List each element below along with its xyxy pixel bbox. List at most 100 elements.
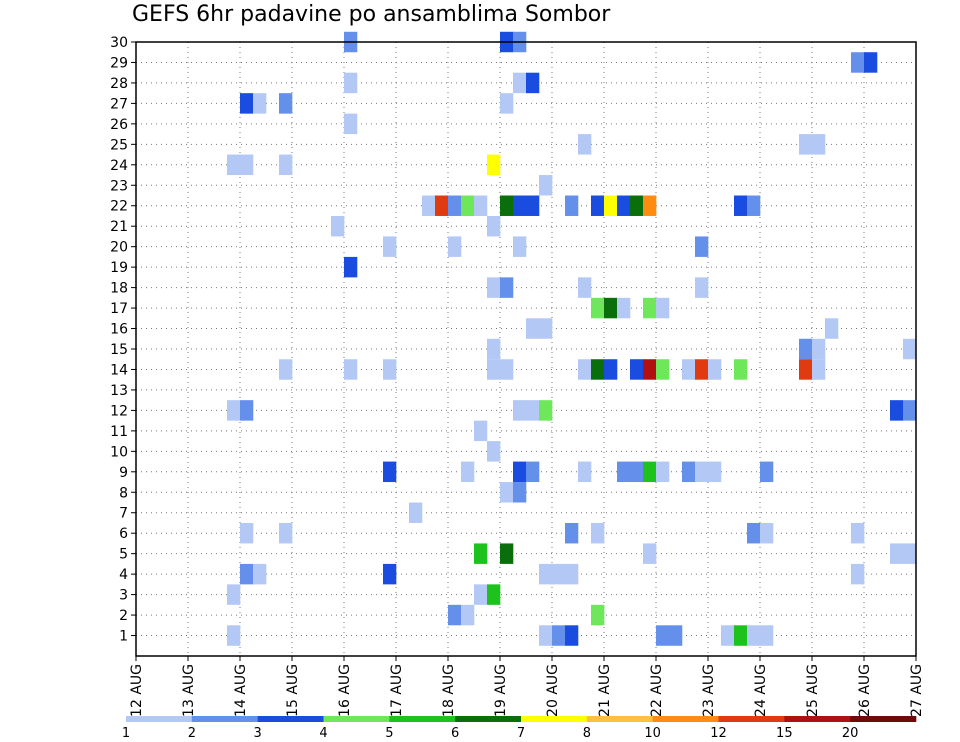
y-tick-label: 30 — [110, 35, 128, 51]
legend-level-label: 8 — [583, 726, 591, 741]
precip-cell — [344, 113, 358, 135]
legend-level-label: 1 — [122, 726, 130, 741]
x-tick-label: 19 AUG — [493, 664, 509, 717]
precip-cell — [487, 215, 501, 237]
legend-swatch — [323, 716, 390, 722]
precip-cell — [526, 72, 540, 94]
legend-swatch — [718, 716, 785, 722]
precip-cell — [227, 625, 241, 646]
y-tick-label: 2 — [119, 608, 128, 624]
precip-cell — [591, 359, 605, 380]
precip-cell — [851, 52, 865, 73]
precip-cell — [695, 236, 709, 257]
precip-cell — [500, 277, 514, 298]
legend-level-label: 2 — [188, 726, 196, 741]
precip-cell — [435, 195, 449, 216]
precip-cell — [799, 134, 813, 155]
y-tick-label: 29 — [110, 55, 128, 71]
precip-cell — [656, 297, 670, 319]
x-tick-label: 14 AUG — [233, 664, 249, 717]
color-legend: 1 2 3 4 5 6 7 8 10 12 15 20 — [122, 716, 917, 741]
precip-cell — [591, 522, 605, 544]
precip-cell — [760, 522, 774, 544]
legend-level-label: 4 — [319, 726, 327, 741]
precip-cell — [617, 195, 631, 216]
legend-level-label: 3 — [254, 726, 262, 741]
precip-cell — [903, 338, 917, 360]
precip-cell — [461, 461, 475, 483]
legend-swatch — [652, 716, 719, 722]
precip-cell — [903, 400, 917, 421]
precip-cell — [682, 359, 696, 380]
precip-cell — [279, 522, 293, 544]
y-tick-label: 21 — [110, 219, 128, 235]
x-tick-label: 24 AUG — [753, 664, 769, 717]
precip-cell — [565, 522, 579, 544]
precip-cell — [539, 318, 553, 339]
precip-cell — [279, 93, 293, 114]
precip-cell — [487, 154, 501, 176]
precip-cell — [500, 195, 514, 216]
precip-cell — [500, 359, 514, 380]
legend-swatch — [586, 716, 653, 722]
legend-swatch — [455, 716, 522, 722]
precip-cell — [240, 400, 254, 421]
precip-cell — [565, 195, 579, 216]
precip-cell — [227, 584, 241, 605]
precip-cell — [890, 543, 904, 564]
y-tick-label: 8 — [119, 485, 128, 501]
precip-cell — [734, 359, 748, 380]
y-tick-label: 13 — [110, 383, 128, 399]
precip-cell — [812, 134, 826, 155]
precip-cell — [591, 195, 605, 216]
chart-title: GEFS 6hr padavine po ansamblima Sombor — [132, 2, 611, 27]
precip-cell — [747, 195, 761, 216]
precip-cell — [500, 482, 514, 503]
precip-cell — [799, 338, 813, 360]
x-tick-label: 21 AUG — [597, 664, 613, 717]
x-tick-label: 16 AUG — [337, 664, 353, 717]
precip-cell — [695, 277, 709, 298]
precip-cell — [539, 175, 553, 196]
y-tick-label: 27 — [110, 96, 128, 112]
y-tick-label: 24 — [110, 158, 128, 174]
x-tick-label: 20 AUG — [545, 664, 561, 717]
y-tick-label: 17 — [110, 301, 128, 317]
legend-swatch — [257, 716, 324, 722]
precip-cell — [708, 359, 722, 380]
legend-level-label: 6 — [451, 726, 459, 741]
precip-cell — [643, 543, 657, 564]
precip-cell — [448, 195, 462, 216]
precip-cell — [344, 256, 358, 278]
precip-cell — [643, 461, 657, 483]
precip-cell — [513, 236, 527, 257]
x-tick-label: 15 AUG — [285, 664, 301, 717]
precip-cell — [552, 563, 566, 585]
legend-level-label: 7 — [517, 726, 525, 741]
y-tick-label: 25 — [110, 137, 128, 153]
precip-cell — [851, 563, 865, 585]
y-tick-label: 12 — [110, 403, 128, 419]
precip-cell — [526, 461, 540, 483]
y-tick-label: 28 — [110, 76, 128, 92]
precip-cell — [539, 625, 553, 646]
y-tick-label: 15 — [110, 342, 128, 358]
precip-cell — [552, 625, 566, 646]
y-tick-label: 4 — [119, 567, 128, 583]
precip-cell — [695, 461, 709, 483]
precip-cell — [721, 625, 735, 646]
legend-swatch — [389, 716, 456, 722]
precip-cell — [812, 338, 826, 360]
x-tick-label: 27 AUG — [909, 664, 925, 717]
y-tick-label: 6 — [119, 526, 128, 542]
precip-cell — [422, 195, 436, 216]
x-tick-label: 17 AUG — [389, 664, 405, 717]
precip-cell — [461, 604, 475, 626]
precip-cell — [760, 461, 774, 483]
legend-level-label: 12 — [710, 726, 727, 741]
precip-cell — [487, 338, 501, 360]
precip-cell — [487, 277, 501, 298]
precip-cell — [448, 604, 462, 626]
precip-cell — [617, 297, 631, 319]
x-tick-label: 18 AUG — [441, 664, 457, 717]
